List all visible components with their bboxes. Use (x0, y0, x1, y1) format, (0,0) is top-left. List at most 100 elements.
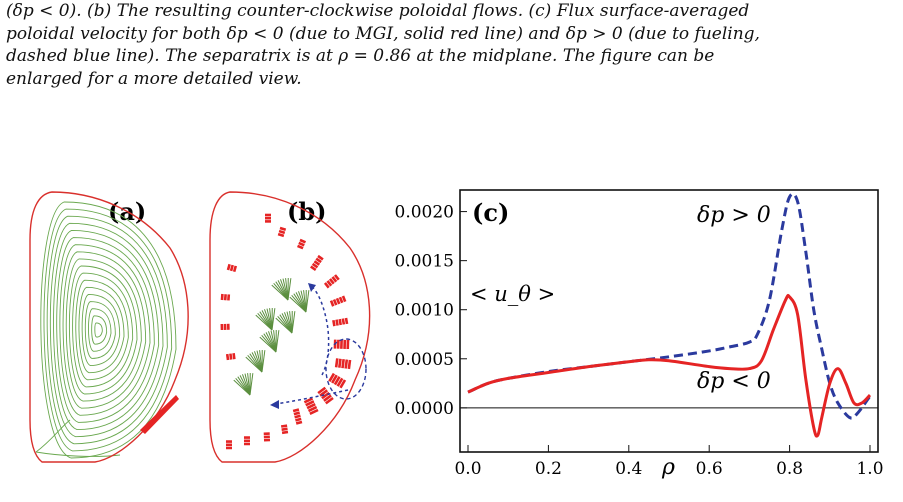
red-flow-arrow (338, 318, 342, 326)
red-flow-arrow (232, 265, 238, 273)
x-tick-label: 0.6 (696, 459, 723, 479)
caption-line-1: (δp < 0). (b) The resulting counter-cloc… (6, 1, 750, 21)
red-flow-arrow (341, 359, 345, 369)
red-flow-arrow (226, 263, 231, 271)
flux-surface (59, 244, 151, 416)
panel-b: (b) (209, 191, 371, 463)
series-dp-positive-line (467, 192, 872, 420)
green-flow-arrow (249, 373, 254, 396)
xpoint-leg (35, 419, 71, 453)
flow-direction-arrow-left (275, 389, 349, 405)
series-layer (467, 192, 872, 438)
flux-surface (75, 279, 129, 381)
red-flow-arrow (307, 405, 318, 413)
red-flow-arrow (328, 372, 336, 382)
red-flow-arrow (319, 389, 329, 397)
y-tick-label: 0.0020 (395, 203, 454, 223)
red-flow-arrow (325, 396, 334, 405)
series-dp-negative-line (467, 293, 872, 438)
flux-surface (88, 308, 112, 352)
red-flow-arrow (306, 403, 316, 410)
red-flow-arrow (280, 424, 288, 428)
plasma-boundary-b (209, 191, 371, 463)
flux-surface (68, 265, 138, 395)
chart-frame (459, 189, 879, 453)
red-flow-arrow (298, 241, 305, 247)
panel-c-chart: 0.0000 0.0005 0.0010 0.0015 0.0020 0.0 0.2 0.4… (395, 189, 884, 480)
red-flow-arrow (303, 397, 314, 404)
flux-surface (78, 286, 125, 374)
red-flow-arrow (344, 359, 349, 369)
red-flow-arrow (341, 295, 347, 303)
red-flow-arrow (335, 319, 339, 326)
x-axis-label: ρ (661, 455, 675, 480)
flux-surface (46, 215, 168, 445)
red-flow-arrow (333, 376, 341, 386)
red-flow-arrow (311, 262, 319, 269)
red-flow-arrow (225, 353, 230, 361)
green-flow-arrow (305, 290, 310, 313)
y-tick-label: 0.0000 (395, 399, 454, 419)
annotation-dp-negative: δp < 0 (697, 369, 771, 394)
red-flow-arrows (220, 213, 352, 450)
red-flow-arrow (331, 374, 338, 384)
red-flow-arrow (338, 358, 342, 368)
green-flow-arrows (233, 277, 310, 396)
red-flow-arrow (338, 296, 344, 304)
caption-line-2: poloidal velocity for both δp < 0 (due t… (6, 23, 760, 44)
red-flow-arrow (334, 358, 339, 368)
mgi-region (140, 395, 179, 434)
flux-surface (53, 229, 160, 431)
flux-surface (43, 208, 173, 452)
flux-surface (56, 237, 155, 423)
red-flow-arrow (281, 427, 288, 431)
red-flow-arrow (317, 386, 327, 395)
red-flow-arrow (309, 408, 319, 416)
red-flow-arrow (229, 353, 233, 360)
red-flow-arrow (332, 319, 336, 327)
red-flow-arrow (299, 238, 307, 244)
red-flow-arrow (292, 408, 300, 413)
x-tick-label: 0.0 (454, 459, 481, 479)
flux-surfaces (35, 201, 177, 459)
green-flow-arrow (287, 278, 292, 301)
green-flow-arrow (271, 308, 276, 331)
flux-surface (81, 293, 121, 367)
x-tick-label: 0.2 (535, 459, 562, 479)
flux-surface (72, 272, 134, 388)
x-tick-label: 0.8 (776, 459, 803, 479)
caption-line-3: dashed blue line). The separatrix is at … (6, 46, 715, 66)
red-flow-arrow (347, 359, 352, 370)
red-flow-arrow (294, 414, 301, 419)
panel-a: (a) (29, 191, 189, 463)
flow-arrowhead-left (270, 400, 279, 409)
flux-surface (49, 222, 164, 438)
red-flow-arrow (333, 274, 340, 281)
red-flow-arrow (315, 257, 322, 264)
red-flow-arrow (232, 353, 236, 360)
flux-surface (94, 322, 103, 338)
red-flow-arrow (293, 411, 301, 416)
red-flow-arrow (341, 318, 346, 325)
green-flow-arrow (261, 350, 266, 373)
red-flow-arrow (339, 379, 347, 389)
red-flow-arrow (295, 417, 302, 422)
y-axis-ticks: 0.0000 0.0005 0.0010 0.0015 0.0020 (395, 203, 467, 419)
flux-surface (84, 301, 116, 359)
red-flow-arrow (328, 278, 335, 285)
flow-arrowhead-up (308, 283, 316, 292)
red-flow-arrow (344, 317, 349, 325)
flux-surface (91, 315, 108, 345)
red-flow-arrow (331, 276, 338, 283)
red-flow-arrow (323, 394, 332, 402)
green-flow-arrow (291, 311, 296, 334)
chart-title: (c) (472, 198, 509, 227)
y-tick-label: 0.0010 (395, 301, 454, 321)
red-flow-arrow (281, 430, 289, 435)
red-flow-arrow (329, 300, 335, 307)
red-flow-arrow (310, 265, 317, 272)
red-flow-arrow (335, 297, 341, 305)
red-flow-arrow (279, 226, 287, 232)
red-flow-arrow (313, 260, 321, 266)
